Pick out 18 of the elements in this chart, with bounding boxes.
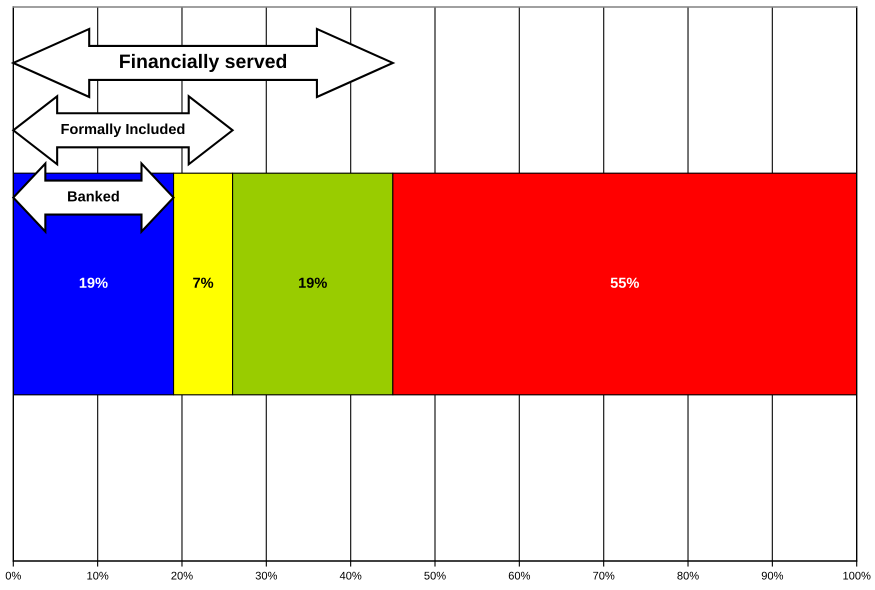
annotation: Formally Included bbox=[62, 123, 184, 138]
data-label: 7% bbox=[193, 278, 214, 288]
data-label: 19% bbox=[80, 278, 108, 288]
data-label: 19% bbox=[299, 278, 327, 288]
data-label: 55% bbox=[610, 278, 639, 288]
annotation: Financially served bbox=[120, 54, 286, 72]
x-tick-label: 40% bbox=[340, 572, 362, 580]
x-tick-label: 0% bbox=[6, 572, 21, 580]
x-tick-label: 60% bbox=[508, 572, 530, 580]
x-tick-label: 100% bbox=[843, 572, 871, 580]
x-tick-label: 50% bbox=[424, 572, 446, 580]
x-tick-label: 10% bbox=[87, 572, 108, 580]
x-tick-label: 90% bbox=[762, 572, 784, 580]
annotation: Banked bbox=[68, 190, 119, 202]
x-tick-label: 70% bbox=[593, 572, 614, 580]
x-tick-label: 20% bbox=[171, 572, 193, 580]
x-tick-label: 30% bbox=[256, 572, 278, 580]
x-tick-label: 80% bbox=[677, 572, 699, 580]
